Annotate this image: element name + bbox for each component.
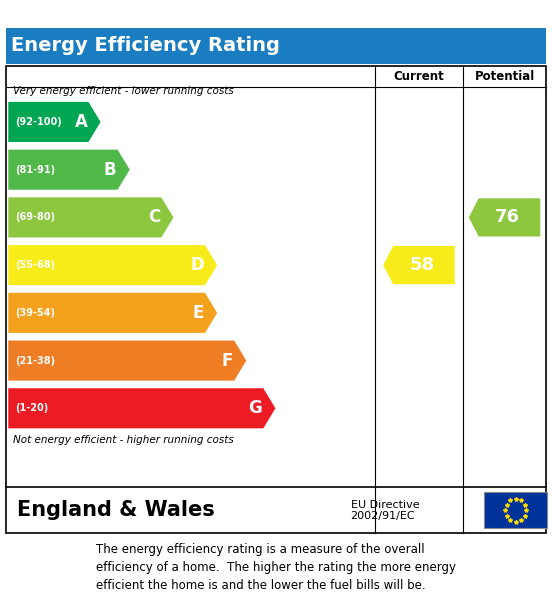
Bar bbox=[484, 492, 547, 528]
Text: (69-80): (69-80) bbox=[15, 212, 55, 223]
Polygon shape bbox=[8, 293, 217, 333]
Polygon shape bbox=[8, 102, 100, 142]
Text: The energy efficiency rating is a measure of the overall
efficiency of a home.  : The energy efficiency rating is a measur… bbox=[96, 543, 456, 592]
Text: (92-100): (92-100) bbox=[15, 117, 62, 127]
Text: Energy Efficiency Rating: Energy Efficiency Rating bbox=[11, 37, 280, 55]
Polygon shape bbox=[383, 246, 455, 284]
Text: Potential: Potential bbox=[474, 70, 535, 83]
Text: 76: 76 bbox=[495, 208, 520, 226]
Polygon shape bbox=[8, 245, 217, 285]
Polygon shape bbox=[8, 388, 275, 428]
Text: 58: 58 bbox=[409, 256, 434, 274]
Text: (39-54): (39-54) bbox=[15, 308, 55, 318]
Polygon shape bbox=[469, 199, 540, 237]
Text: B: B bbox=[104, 161, 116, 178]
Text: (55-68): (55-68) bbox=[15, 260, 55, 270]
Text: E: E bbox=[193, 304, 204, 322]
Text: (21-38): (21-38) bbox=[15, 356, 55, 365]
Text: G: G bbox=[248, 399, 262, 417]
Text: Not energy efficient - higher running costs: Not energy efficient - higher running co… bbox=[13, 435, 233, 444]
Bar bbox=[6, 28, 546, 64]
Text: (81-91): (81-91) bbox=[15, 165, 55, 175]
Text: C: C bbox=[148, 208, 160, 226]
Polygon shape bbox=[8, 150, 130, 189]
Text: England & Wales: England & Wales bbox=[17, 500, 214, 520]
Bar bbox=[6, 66, 546, 533]
Text: A: A bbox=[75, 113, 87, 131]
Polygon shape bbox=[8, 341, 246, 381]
Text: EU Directive
2002/91/EC: EU Directive 2002/91/EC bbox=[351, 500, 419, 521]
Text: (1-20): (1-20) bbox=[15, 403, 48, 413]
Text: F: F bbox=[222, 352, 233, 370]
Polygon shape bbox=[8, 197, 173, 237]
Text: Current: Current bbox=[394, 70, 444, 83]
Text: D: D bbox=[190, 256, 204, 274]
Text: Very energy efficient - lower running costs: Very energy efficient - lower running co… bbox=[13, 86, 233, 96]
